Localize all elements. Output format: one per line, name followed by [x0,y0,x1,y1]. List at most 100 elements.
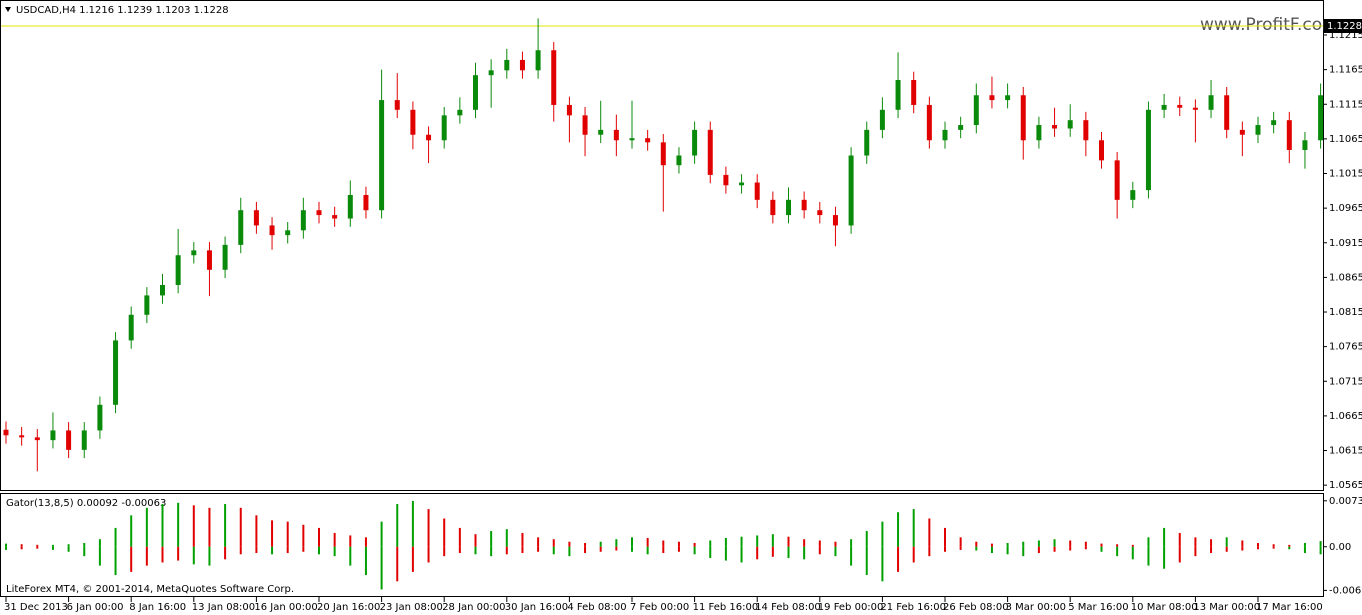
candle-body [1005,95,1011,101]
candle-body [1130,190,1136,200]
candle-body [754,182,760,200]
y-tick-label: 0.00732 [1329,496,1362,507]
candle-body [81,430,87,450]
x-tick-label: 11 Feb 16:00 [693,602,759,613]
copyright: LiteForex MT4, © 2001-2014, MetaQuotes S… [6,584,294,595]
candle-body [3,429,9,436]
y-tick-label: 1.0715 [1329,376,1362,387]
indicator-title: Gator(13,8,5) 0.00092 -0.00063 [6,498,166,509]
main-frame [0,0,1324,491]
x-tick-label: 30 Jan 16:00 [505,602,568,613]
candle-body [253,210,259,226]
indicator-frame [0,493,1324,597]
candle-body [707,129,713,175]
candle-body [879,109,885,130]
candle-body [473,75,478,110]
candle-body [1318,95,1324,141]
candle-body [160,285,165,296]
y-tick-label: 1.0815 [1329,307,1362,318]
candle-body [519,59,525,71]
candle-body [363,194,369,211]
candle-body [566,104,572,116]
candle-body [1020,95,1026,141]
candle-body [66,430,72,450]
candle-body [676,155,682,166]
candle-body [1192,107,1198,110]
candle-body [645,138,651,143]
watermark: www.ProfitF.com [1200,15,1339,35]
candle-body [692,129,698,156]
candle-body [128,314,134,341]
y-tick-label: 1.0865 [1329,272,1362,283]
candle-body [316,210,322,216]
x-tick-label: 10 Mar 08:00 [1131,602,1198,613]
candle-body [1067,120,1073,129]
candle-body [958,125,964,130]
x-tick-label: 23 Jan 08:00 [380,602,443,613]
candle-body [1177,104,1183,108]
y-tick-label: -0.00695 [1329,585,1362,596]
candle-body [973,95,979,126]
candle-body [300,210,306,231]
candle-body [1099,140,1104,161]
candle-body [1239,129,1245,135]
candle-body [1271,120,1277,126]
candle-body [832,215,838,226]
x-tick-label: 4 Feb 08:00 [567,602,626,613]
candle-body [1114,160,1120,200]
x-tick-label: 28 Jan 00:00 [442,602,505,613]
menu-arrow[interactable] [5,7,11,12]
y-tick-label: 1.0915 [1329,238,1362,249]
y-tick-label: 1.0965 [1329,203,1362,214]
x-tick-label: 7 Feb 00:00 [630,602,689,613]
candle-body [1145,109,1151,191]
candle-body [817,210,823,216]
x-tick-label: 20 Jan 16:00 [317,602,380,613]
candle-body [113,340,119,405]
candle-body [426,134,432,141]
candle-body [394,100,400,110]
x-tick-label: 19 Feb 00:00 [818,602,884,613]
x-tick-label: 5 Mar 16:00 [1068,602,1128,613]
candle-body [629,138,635,141]
candle-body [379,100,385,211]
candle-body [238,210,244,245]
candle-body [19,435,25,438]
x-tick-label: 14 Feb 08:00 [755,602,821,613]
candle-body [191,250,197,256]
candle-body [786,199,791,216]
x-tick-label: 17 Mar 16:00 [1256,602,1323,613]
candle-body [1286,120,1292,150]
candle-body [488,70,494,76]
y-tick-label: 1.0765 [1329,342,1362,353]
candle-body [144,295,150,315]
y-tick-label: 1.1115 [1329,99,1362,110]
candle-body [660,142,666,166]
candle-body [942,129,948,141]
candle-body [222,244,228,270]
candle-body [1036,125,1042,141]
candle-body [504,59,510,71]
candle-body [332,215,338,219]
x-tick-label: 8 Jan 16:00 [129,602,186,613]
candle-body [34,437,40,441]
candle-body [347,194,353,219]
y-tick-label: 1.0665 [1329,411,1362,422]
x-tick-label: 16 Jan 00:00 [254,602,317,613]
candle-body [269,225,275,236]
candle-body [1052,125,1058,129]
y-tick-label: 1.0565 [1329,480,1362,491]
candle-body [989,95,995,101]
chart-title: USDCAD,H4 1.1216 1.1239 1.1203 1.1228 [16,5,229,16]
x-tick-label: 21 Feb 16:00 [880,602,946,613]
candle-body [895,80,901,110]
candle-body [410,109,416,135]
candle-body [285,230,291,236]
candle-body [1083,120,1089,141]
x-tick-label: 13 Mar 00:00 [1193,602,1260,613]
candle-body [926,104,932,141]
candle-body [598,129,604,135]
candle-body [551,50,557,105]
candle-body [535,50,541,71]
